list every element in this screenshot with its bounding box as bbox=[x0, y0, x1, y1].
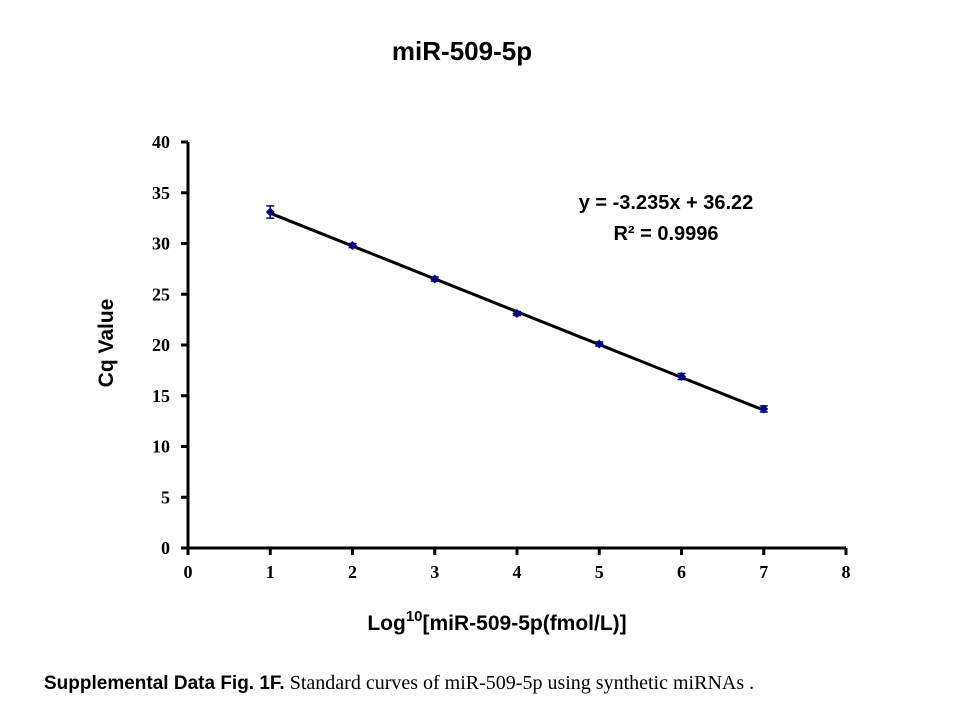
y-tick-label: 35 bbox=[152, 183, 170, 203]
x-tick-label: 8 bbox=[842, 562, 851, 582]
data-point bbox=[512, 309, 522, 319]
point-marker bbox=[265, 207, 275, 217]
x-tick-label: 0 bbox=[184, 562, 193, 582]
y-tick-label: 0 bbox=[161, 538, 170, 558]
y-axis-label: Cq Value bbox=[95, 299, 118, 388]
x-axis-label-superscript: 10 bbox=[406, 608, 423, 625]
x-axis-label-rest: [miR-509-5p(fmol/L)] bbox=[423, 612, 627, 635]
y-tick-label: 10 bbox=[152, 437, 170, 457]
y-tick-label: 25 bbox=[152, 284, 170, 304]
data-point bbox=[265, 205, 275, 219]
x-axis-label: Log10[miR-509-5p(fmol/L)] bbox=[367, 608, 626, 635]
y-tick-label: 30 bbox=[152, 234, 170, 254]
point-marker bbox=[759, 404, 769, 414]
standard-curve-chart: miR-509-5p 0 5 10 15 20 25 30 35 40 0 1 2 3 4 5 6 7 8 y … bbox=[95, 36, 851, 635]
equation-label: y = -3.235x + 36.22 bbox=[579, 192, 754, 214]
x-axis-label-prefix: Log bbox=[367, 612, 405, 635]
data-point bbox=[677, 371, 686, 381]
data-points bbox=[265, 205, 769, 414]
y-ticks: 0 5 10 15 20 25 30 35 40 bbox=[152, 132, 188, 558]
y-tick-label: 5 bbox=[161, 487, 170, 507]
x-tick-label: 4 bbox=[513, 562, 522, 582]
x-tick-label: 7 bbox=[759, 562, 768, 582]
x-tick-label: 5 bbox=[595, 562, 604, 582]
x-tick-label: 1 bbox=[266, 562, 275, 582]
data-point bbox=[430, 274, 440, 284]
caption-text: Standard curves of miR-509-5p using synt… bbox=[284, 672, 755, 694]
y-tick-label: 20 bbox=[152, 335, 170, 355]
x-tick-label: 2 bbox=[348, 562, 357, 582]
x-tick-label: 3 bbox=[430, 562, 439, 582]
chart-title: miR-509-5p bbox=[392, 36, 532, 66]
point-marker bbox=[594, 339, 604, 349]
data-point bbox=[348, 241, 357, 251]
caption-bold: Supplemental Data Fig. 1F. bbox=[44, 673, 285, 694]
y-tick-label: 15 bbox=[152, 386, 170, 406]
point-marker bbox=[677, 371, 686, 381]
r-squared-label: R² = 0.9996 bbox=[613, 223, 718, 245]
y-tick-label: 40 bbox=[152, 132, 170, 152]
data-point bbox=[759, 404, 769, 414]
x-tick-label: 6 bbox=[677, 562, 686, 582]
figure-caption: Supplemental Data Fig. 1F. Standard curv… bbox=[44, 672, 754, 695]
point-marker bbox=[348, 241, 357, 251]
point-marker bbox=[512, 309, 522, 319]
data-point bbox=[594, 339, 604, 349]
x-ticks: 0 1 2 3 4 5 6 7 8 bbox=[184, 548, 851, 582]
point-marker bbox=[430, 274, 440, 284]
